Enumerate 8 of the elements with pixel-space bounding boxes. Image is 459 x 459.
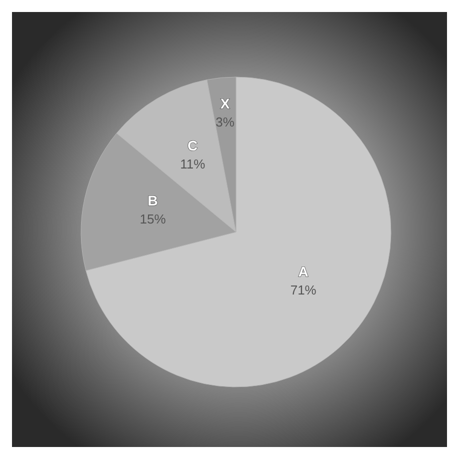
data-label: 3% [216,114,235,130]
slice-label: B [148,192,158,208]
slice-label: A [298,263,308,280]
slice-label: X [220,95,230,112]
data-label: 11% [180,156,206,172]
data-label: 71% [290,282,317,298]
data-label: 15% [140,211,166,226]
slice-label: C [188,138,198,154]
